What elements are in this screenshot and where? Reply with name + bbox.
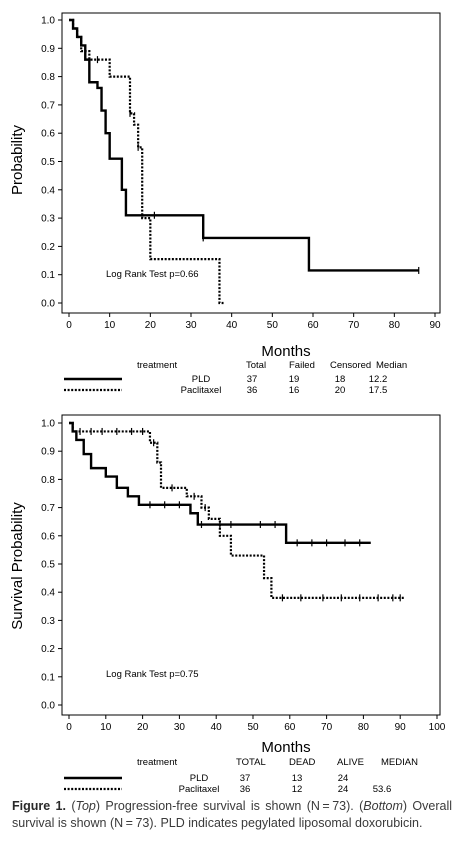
chart-1-ytick-label: 1.0 xyxy=(41,16,55,27)
chart-2-legend-label: Paclitaxel xyxy=(179,784,220,795)
chart-1-logrank-annotation: Log Rank Test p=0.66 xyxy=(106,269,199,280)
chart-1-xtick-label: 40 xyxy=(226,320,238,331)
chart-1: 0.0 0.1 0.2 0.3 0.4 0.5 0.6 0.7 0.8 0.9 1.0 0 10 20 30… xyxy=(9,12,441,396)
figure-caption: Figure 1. (Top) Progression-free surviva… xyxy=(12,798,452,832)
chart-1-legend-label: Paclitaxel xyxy=(181,385,222,396)
chart-2-xtick-label: 30 xyxy=(174,722,186,733)
chart-2-ytick-label: 0.9 xyxy=(41,447,55,458)
chart-2-legend-table: treatment TOTAL DEAD ALIVE MEDIAN PLD 37 13 24 Pa… xyxy=(64,757,418,795)
chart-2-ytick-label: 0.5 xyxy=(41,560,55,571)
chart-1-xtick-label: 30 xyxy=(185,320,197,331)
chart-2-table-header: DEAD xyxy=(289,757,316,768)
chart-2-legend-label: PLD xyxy=(190,773,209,784)
chart-1-table-header: Median xyxy=(376,360,407,371)
chart-1-table-header: Total xyxy=(246,360,266,371)
chart-2-table-header: ALIVE xyxy=(337,757,364,768)
chart-2-table-header: TOTAL xyxy=(236,757,266,768)
chart-1-table-cell: 20 xyxy=(335,385,346,396)
chart-2-table-cell: 12 xyxy=(292,784,303,795)
chart-2-xtick-label: 100 xyxy=(429,722,446,733)
chart-2-xtick-label: 10 xyxy=(100,722,112,733)
chart-2-xtick-label: 50 xyxy=(247,722,259,733)
chart-1-xtick-label: 20 xyxy=(145,320,157,331)
chart-2-table-cell: 24 xyxy=(338,784,349,795)
chart-1-ytick-label: 0.3 xyxy=(41,214,55,225)
chart-1-ytick-label: 0.2 xyxy=(41,242,55,253)
chart-1-ytick-label: 0.5 xyxy=(41,157,55,168)
chart-1-ytick-label: 0.8 xyxy=(41,72,55,83)
chart-2-series-paclitaxel-line xyxy=(69,421,404,599)
figure-label: Figure 1. xyxy=(12,799,66,813)
chart-2-plot-frame xyxy=(61,414,441,716)
chart-1-table-cell: 18 xyxy=(335,374,346,385)
chart-2: 0.0 0.1 0.2 0.3 0.4 0.5 0.6 0.7 0.8 0.9 1.0 0 10 20 30… xyxy=(9,414,446,795)
chart-2-table-cell: 36 xyxy=(240,784,251,795)
chart-1-xtick-label: 70 xyxy=(348,320,360,331)
chart-1-table-cell: 16 xyxy=(289,385,300,396)
chart-1-table-header: Censored xyxy=(330,360,371,371)
chart-2-series-pld-line xyxy=(69,421,371,545)
chart-2-table-cell: 37 xyxy=(240,773,251,784)
chart-2-logrank-annotation: Log Rank Test p=0.75 xyxy=(106,669,199,680)
chart-1-x-axis-label: Months xyxy=(261,343,310,360)
chart-2-table-header: MEDIAN xyxy=(381,757,418,768)
chart-1-table-cell: 17.5 xyxy=(369,385,388,396)
chart-1-xtick-label: 50 xyxy=(267,320,279,331)
chart-1-table-cell: 19 xyxy=(289,374,300,385)
chart-2-xtick-label: 80 xyxy=(358,722,370,733)
chart-2-ytick-label: 0.4 xyxy=(41,588,55,599)
chart-2-xtick-label: 0 xyxy=(66,722,72,733)
chart-1-xtick-label: 0 xyxy=(66,320,72,331)
chart-2-xtick-label: 70 xyxy=(321,722,333,733)
chart-1-table-cell: 37 xyxy=(247,374,258,385)
chart-2-ytick-label: 0.6 xyxy=(41,531,55,542)
chart-2-x-axis-label: Months xyxy=(261,739,310,756)
chart-1-xtick-label: 10 xyxy=(104,320,116,331)
chart-2-ytick-label: 0.2 xyxy=(41,644,55,655)
chart-1-xtick-label: 90 xyxy=(429,320,441,331)
chart-1-ytick-label: 0.9 xyxy=(41,44,55,55)
chart-2-y-axis-label: Survival Probability xyxy=(9,502,26,630)
chart-1-legend-table: treatment Total Failed Censored Median PLD 37 1… xyxy=(64,360,407,396)
chart-2-ytick-label: 0.7 xyxy=(41,503,55,514)
chart-2-table-cell: 24 xyxy=(338,773,349,784)
chart-1-legend-label: PLD xyxy=(192,374,211,385)
chart-2-ytick-label: 0.0 xyxy=(41,701,55,712)
chart-1-series-pld-line xyxy=(69,18,419,272)
chart-2-xtick-label: 40 xyxy=(211,722,223,733)
chart-2-xtick-label: 90 xyxy=(395,722,407,733)
chart-2-ytick-label: 0.3 xyxy=(41,616,55,627)
chart-1-y-axis-label: Probability xyxy=(9,124,26,195)
chart-1-table-header: Failed xyxy=(289,360,315,371)
chart-2-table-header: treatment xyxy=(137,757,177,768)
chart-1-ytick-label: 0.4 xyxy=(41,185,55,196)
chart-2-xtick-label: 20 xyxy=(137,722,149,733)
chart-1-ytick-label: 0.1 xyxy=(41,270,55,281)
chart-1-xtick-label: 80 xyxy=(389,320,401,331)
caption-text: (Top) Progression-free survival is shown… xyxy=(12,799,452,830)
chart-2-ytick-label: 0.1 xyxy=(41,672,55,683)
chart-2-xtick-label: 60 xyxy=(284,722,296,733)
chart-1-table-header: treatment xyxy=(137,360,177,371)
chart-1-table-cell: 12.2 xyxy=(369,374,388,385)
chart-1-ytick-label: 0.7 xyxy=(41,100,55,111)
chart-1-plot-frame xyxy=(61,12,441,314)
chart-1-xtick-label: 60 xyxy=(307,320,319,331)
chart-1-series-paclitaxel-line xyxy=(69,18,224,305)
chart-1-ytick-label: 0.6 xyxy=(41,129,55,140)
chart-1-table-cell: 36 xyxy=(247,385,258,396)
chart-2-ytick-label: 1.0 xyxy=(41,419,55,430)
chart-2-table-cell: 53.6 xyxy=(373,784,392,795)
chart-2-ytick-label: 0.8 xyxy=(41,475,55,486)
chart-2-table-cell: 13 xyxy=(292,773,303,784)
chart-1-ytick-label: 0.0 xyxy=(41,299,55,310)
